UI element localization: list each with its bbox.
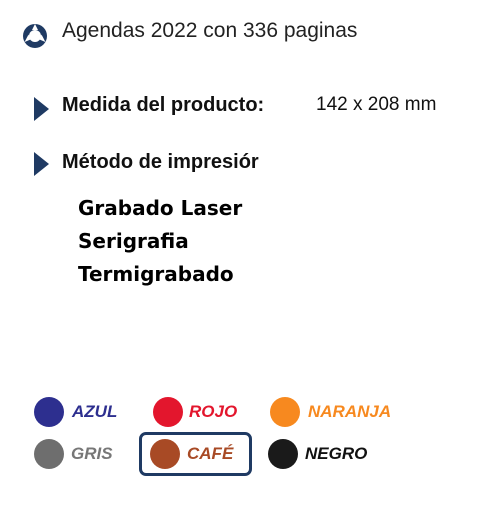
spec-label-print-method: Método de impresiór xyxy=(62,151,259,173)
color-swatch-rojo xyxy=(153,397,183,427)
color-swatch-azul xyxy=(34,397,64,427)
color-option-azul[interactable]: AZUL xyxy=(34,396,134,428)
color-label-rojo: ROJO xyxy=(189,402,238,421)
spec-label-size: Medida del producto: xyxy=(62,94,265,116)
print-method-item: Grabado Laser xyxy=(78,196,243,220)
bullet-arrow-icon xyxy=(34,152,49,176)
color-swatch-cafe xyxy=(150,439,180,469)
color-label-gris: GRIS xyxy=(71,444,113,463)
color-option-cafe[interactable]: CAFÉ xyxy=(150,438,250,470)
color-swatch-negro xyxy=(268,439,298,469)
bullet-arrow-icon xyxy=(34,97,49,121)
color-label-azul: AZUL xyxy=(72,402,118,421)
print-method-item: Termigrabado xyxy=(78,262,234,286)
color-label-naranja: NARANJA xyxy=(308,402,392,421)
color-swatch-gris xyxy=(34,439,64,469)
blue-ring-logo-icon xyxy=(23,24,47,48)
color-label-cafe: CAFÉ xyxy=(187,444,234,463)
color-label-negro: NEGRO xyxy=(305,444,368,463)
spec-value-size: 142 x 208 mm xyxy=(316,94,437,115)
color-swatch-naranja xyxy=(270,397,300,427)
selected-color-frame xyxy=(139,432,252,476)
color-option-naranja[interactable]: NARANJA xyxy=(270,396,410,428)
page-title: Agendas 2022 con 336 paginas xyxy=(62,19,358,42)
color-option-negro[interactable]: NEGRO xyxy=(268,438,388,470)
print-method-item: Serigrafia xyxy=(78,229,189,253)
color-option-rojo[interactable]: ROJO xyxy=(153,396,253,428)
color-option-gris[interactable]: GRIS xyxy=(34,438,134,470)
